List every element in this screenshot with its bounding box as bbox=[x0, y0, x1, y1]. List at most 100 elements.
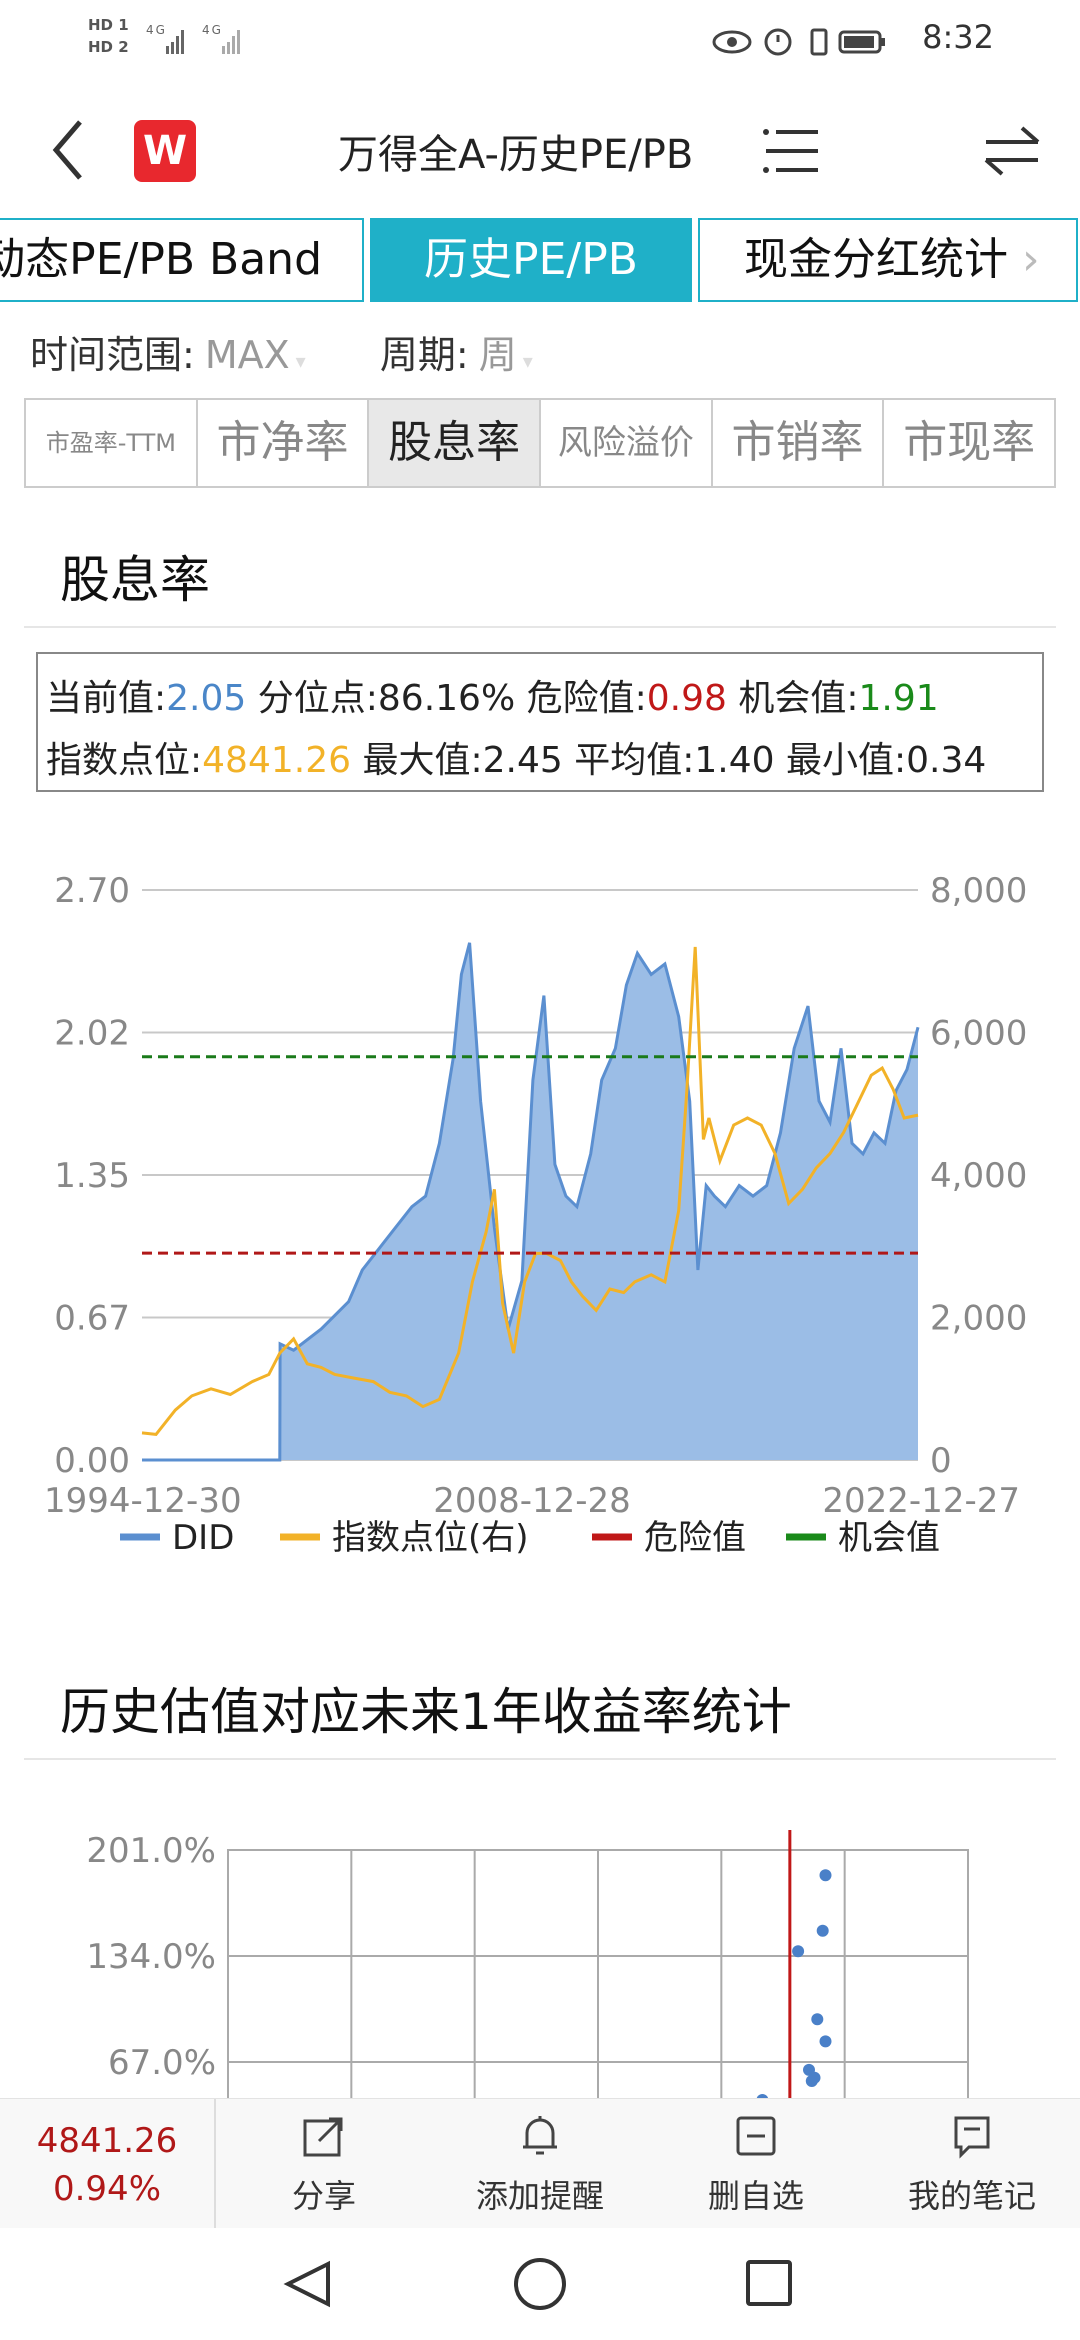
danger-label: 危险值: bbox=[526, 678, 647, 719]
metric-tab-pb[interactable]: 市净率 bbox=[198, 400, 370, 486]
menu-icon[interactable] bbox=[760, 124, 820, 178]
nav-recents-icon bbox=[746, 2260, 792, 2306]
y-left-tick-label: 0.67 bbox=[54, 1299, 130, 1339]
signal-icon: 4G 4G bbox=[146, 20, 256, 64]
nav-back-icon bbox=[283, 2260, 330, 2308]
x-tick-label: 2022-12-27 bbox=[822, 1481, 1020, 1521]
chart-svg: 0.00 0.67 1.35 2.02 2.70 0 2,000 4,000 6,000 8,00… bbox=[44, 871, 1027, 1558]
add-alert-button[interactable]: 添加提醒 bbox=[450, 2113, 630, 2217]
share-button[interactable]: 分享 bbox=[234, 2113, 414, 2217]
y-tick-label: 134.0% bbox=[86, 1937, 216, 1977]
status-bar: HD 1 HD 2 4G 4G 8:32 bbox=[0, 0, 1080, 80]
metric-tab-bar: 市盈率-TTM 市净率 股息率 风险溢价 市销率 市现率 bbox=[24, 398, 1056, 488]
y-right-tick-label: 0 bbox=[930, 1441, 952, 1481]
min-label: 最小值: bbox=[785, 740, 907, 781]
avg-value: 1.40 bbox=[694, 740, 775, 781]
metric-tab-risk-premium[interactable]: 风险溢价 bbox=[541, 400, 713, 486]
metric-tab-ps[interactable]: 市销率 bbox=[713, 400, 885, 486]
range-label: 时间范围: bbox=[30, 333, 195, 377]
current-label: 当前值: bbox=[46, 678, 167, 719]
metric-tab-pcf[interactable]: 市现率 bbox=[903, 417, 1036, 468]
page-title: 万得全A-历史PE/PB bbox=[338, 132, 694, 178]
svg-text:4G: 4G bbox=[202, 23, 223, 37]
my-notes-label: 我的笔记 bbox=[907, 2177, 1036, 2215]
period-label: 周期: bbox=[379, 333, 469, 377]
chance-value: 1.91 bbox=[858, 678, 939, 719]
vibrate-icon bbox=[810, 28, 828, 56]
index-value: 4841.26 bbox=[202, 740, 352, 781]
filter-row: 时间范围: MAX ▾ 周期: 周 ▾ bbox=[30, 324, 533, 384]
back-arrow-icon[interactable] bbox=[40, 110, 100, 190]
dropdown-icon[interactable]: ▾ bbox=[295, 349, 306, 373]
scatter-point bbox=[816, 1924, 829, 1937]
clock: 8:32 bbox=[922, 18, 994, 56]
y-left-tick-label: 0.00 bbox=[54, 1441, 130, 1481]
scatter-point bbox=[819, 1869, 832, 1882]
range-select[interactable]: MAX bbox=[204, 333, 290, 377]
section-divider bbox=[24, 626, 1056, 628]
legend-label: 指数点位(右) bbox=[332, 1518, 529, 1558]
max-value: 2.45 bbox=[482, 740, 563, 781]
tab-label: 现金分红统计 bbox=[744, 234, 1008, 285]
tab-history-pe-pb[interactable]: 历史PE/PB bbox=[370, 218, 692, 302]
sim2-label: HD 2 bbox=[88, 38, 129, 56]
sim1-label: HD 1 bbox=[88, 16, 129, 34]
share-label: 分享 bbox=[291, 2177, 356, 2215]
stats-row-2: 指数点位:4841.26 最大值:2.45 平均值:1.40 最小值:0.34 bbox=[46, 730, 1034, 792]
bell-icon bbox=[523, 2116, 557, 2155]
add-alert-label: 添加提醒 bbox=[475, 2177, 604, 2215]
percentile-label: 分位点: bbox=[257, 678, 378, 719]
share-icon bbox=[303, 2117, 343, 2157]
section-divider bbox=[24, 1758, 1056, 1760]
y-right-tick-label: 4,000 bbox=[930, 1156, 1027, 1196]
x-tick-label: 1994-12-30 bbox=[44, 1481, 242, 1521]
max-label: 最大值: bbox=[362, 740, 483, 781]
tab-cash-dividend[interactable]: 现金分红统计 › bbox=[698, 218, 1078, 302]
tab-pe-pb-band[interactable]: 动态PE/PB Band bbox=[0, 218, 364, 302]
y-right-tick-label: 6,000 bbox=[930, 1014, 1027, 1054]
scatter-point bbox=[819, 2035, 832, 2048]
remove-watchlist-button[interactable]: 删自选 bbox=[666, 2113, 846, 2217]
y-right-tick-label: 8,000 bbox=[930, 871, 1027, 911]
series-did-line bbox=[142, 942, 920, 1462]
wind-logo[interactable]: W bbox=[134, 120, 196, 182]
legend-label: DID bbox=[172, 1518, 234, 1558]
y-tick-label: 201.0% bbox=[86, 1831, 216, 1871]
avg-label: 平均值: bbox=[574, 740, 695, 781]
tab-label: 历史PE/PB bbox=[424, 234, 638, 285]
scatter-point bbox=[811, 2013, 824, 2026]
y-left-tick-label: 2.70 bbox=[54, 871, 130, 911]
minus-square-icon bbox=[736, 2116, 776, 2156]
sim-indicators: HD 1 HD 2 bbox=[88, 14, 129, 58]
period-select[interactable]: 周 bbox=[478, 333, 517, 377]
min-value: 0.34 bbox=[906, 740, 987, 781]
legend-label: 危险值 bbox=[644, 1518, 746, 1558]
chevron-right-icon: › bbox=[1022, 234, 1040, 285]
scatter-point bbox=[792, 1945, 805, 1958]
svg-text:4G: 4G bbox=[146, 23, 167, 37]
remove-watchlist-label: 删自选 bbox=[707, 2177, 804, 2215]
note-icon bbox=[954, 2116, 990, 2159]
nav-bar: W 万得全A-历史PE/PB bbox=[0, 80, 1080, 220]
x-tick-label: 2008-12-28 bbox=[433, 1481, 631, 1521]
y-left-tick-label: 1.35 bbox=[54, 1156, 130, 1196]
dropdown-icon[interactable]: ▾ bbox=[522, 349, 533, 373]
returns-scatter-chart[interactable]: 201.0% 134.0% 67.0% bbox=[0, 1820, 1080, 2100]
dividend-yield-chart[interactable]: 0.00 0.67 1.35 2.02 2.70 0 2,000 4,000 6,000 8,00… bbox=[0, 840, 1080, 1560]
current-value: 2.05 bbox=[166, 678, 247, 719]
danger-value: 0.98 bbox=[646, 678, 727, 719]
percentile-value: 86.16% bbox=[377, 678, 516, 719]
scatter-svg: 201.0% 134.0% 67.0% bbox=[86, 1830, 969, 2100]
bottom-toolbar: 4841.26 0.94% 分享 添加提醒 删自选 我的笔记 bbox=[0, 2098, 1080, 2229]
section-title-dividend: 股息率 bbox=[60, 551, 210, 609]
last-price: 4841.26 bbox=[36, 2121, 178, 2161]
scatter-point bbox=[805, 2075, 818, 2087]
metric-tab-dividend-yield[interactable]: 股息率 bbox=[369, 400, 542, 486]
my-notes-button[interactable]: 我的笔记 bbox=[882, 2113, 1062, 2217]
y-left-tick-label: 2.02 bbox=[54, 1014, 130, 1054]
legend-label: 机会值 bbox=[838, 1518, 940, 1558]
switch-arrows-icon[interactable] bbox=[982, 124, 1042, 178]
series-did-area bbox=[142, 942, 918, 1460]
metric-tab-pe-ttm[interactable]: 市盈率-TTM bbox=[26, 400, 198, 486]
stats-row-1: 当前值:2.05 分位点:86.16% 危险值:0.98 机会值:1.91 bbox=[46, 668, 1034, 730]
